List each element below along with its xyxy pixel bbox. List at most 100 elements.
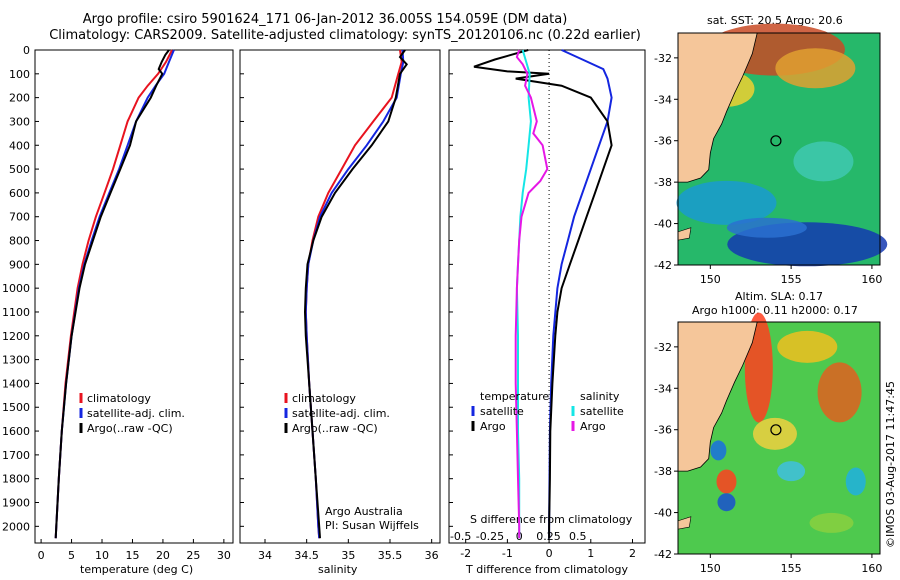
temperature-tick-label: 30: [217, 549, 231, 562]
legend-label: Argo: [580, 420, 606, 433]
sla-anomaly-patch: [717, 493, 736, 512]
legend-label: Argo(..raw -QC): [292, 422, 378, 435]
lat-tick-label: -42: [654, 548, 672, 561]
temperature-tick-label: 20: [156, 549, 170, 562]
t-diff-tick-label: 1: [587, 547, 594, 560]
depth-tick-label: 1000: [2, 282, 30, 295]
lon-tick-label: 160: [861, 562, 882, 575]
sla-map-frame: [677, 321, 881, 555]
legend-label: satellite: [580, 405, 624, 418]
series-climatology: [54, 49, 173, 539]
legend-label: satellite-adj. clim.: [87, 407, 185, 420]
panel-salinity-frame: [239, 49, 441, 544]
depth-tick-label: 1600: [2, 425, 30, 438]
t-diff-tick-label: 0: [546, 547, 553, 560]
sla-anomaly-patch: [777, 461, 806, 482]
lat-tick-label: -32: [654, 52, 672, 65]
depth-tick-label: 2000: [2, 520, 30, 533]
t-diff-tick-label: 2: [629, 547, 636, 560]
depth-tick-label: 1700: [2, 449, 30, 462]
salinity-tick-label: 35: [341, 549, 355, 562]
sla-anomaly-patch: [716, 469, 737, 494]
lat-tick-label: -36: [654, 135, 672, 148]
depth-tick-label: 1500: [2, 401, 30, 414]
lon-tick-label: 150: [700, 273, 721, 286]
legend-label: Argo: [480, 420, 506, 433]
sla-anomaly-patch: [817, 362, 862, 423]
series-s-satellite: [515, 49, 532, 539]
series-satellite-adj-clim-: [304, 49, 405, 539]
sst-map-frame: [677, 32, 881, 266]
sla-anomaly-patch: [752, 417, 797, 450]
series-argo-raw-qc-: [303, 49, 408, 539]
lat-tick-label: -38: [654, 465, 672, 478]
depth-tick-label: 900: [9, 258, 30, 271]
salinity-tick-label: 36: [425, 549, 439, 562]
lat-tick-label: -40: [654, 507, 672, 520]
lat-tick-label: -38: [654, 176, 672, 189]
legend-label: satellite: [480, 405, 524, 418]
lat-tick-label: -34: [654, 382, 672, 395]
s-diff-tick-label: -0.5: [450, 530, 471, 543]
legend-label: climatology: [87, 392, 151, 405]
sst-map: [674, 23, 888, 269]
sst-anomaly-patch: [775, 48, 856, 89]
depth-tick-label: 1900: [2, 497, 30, 510]
series-argo-raw-qc-: [54, 49, 170, 539]
land-mass: [677, 321, 758, 472]
figure-title-line2: Climatology: CARS2009. Satellite-adjuste…: [49, 28, 641, 43]
temperature-tick-label: 10: [95, 549, 109, 562]
figure-title-line1: Argo profile: csiro 5901624_171 06-Jan-2…: [82, 12, 568, 27]
sst-anomaly-patch: [793, 141, 854, 182]
legend-label: temperature: [480, 390, 549, 403]
depth-tick-label: 1800: [2, 473, 30, 486]
temperature-tick-label: 0: [38, 549, 45, 562]
sst-anomaly-patch: [676, 180, 777, 225]
depth-tick-label: 500: [9, 163, 30, 176]
depth-tick-label: 800: [9, 235, 30, 248]
salinity-tick-label: 35.5: [378, 549, 403, 562]
sla-anomaly-patch: [710, 440, 727, 461]
t-diff-xlabel: T difference from climatology: [466, 563, 628, 576]
sla-map-title: Altim. SLA: 0.17: [735, 290, 824, 303]
s-diff-tick-label: 0.5: [569, 530, 587, 543]
panel-temperature-frame: [34, 49, 234, 544]
t-diff-tick-label: -1: [502, 547, 513, 560]
depth-tick-label: 400: [9, 139, 30, 152]
legend-label: Argo(..raw -QC): [87, 422, 173, 435]
sla-map-subtitle: Argo h1000: 0.11 h2000: 0.17: [692, 304, 858, 317]
lon-tick-label: 155: [781, 562, 802, 575]
series-satellite-adj-clim-: [54, 49, 175, 539]
legend-label: climatology: [292, 392, 356, 405]
series-t-satellite: [548, 49, 613, 539]
depth-tick-label: 1100: [2, 306, 30, 319]
temperature-xlabel: temperature (deg C): [80, 563, 194, 576]
temperature-tick-label: 5: [68, 549, 75, 562]
argo-float-marker: [770, 135, 782, 147]
series-t-argo: [473, 49, 613, 539]
s-diff-xlabel: S difference from climatology: [470, 513, 633, 526]
salinity-annotation-line2: PI: Susan Wijffels: [325, 519, 419, 532]
legend-label: salinity: [580, 390, 620, 403]
lon-tick-label: 155: [781, 273, 802, 286]
s-diff-tick-label: -0.25: [476, 530, 504, 543]
sla-anomaly-patch: [809, 512, 854, 533]
depth-tick-label: 300: [9, 115, 30, 128]
depth-tick-label: 200: [9, 92, 30, 105]
salinity-annotation-line1: Argo Australia: [325, 505, 403, 518]
sla-anomaly-patch: [845, 467, 866, 496]
depth-tick-label: 100: [9, 68, 30, 81]
salinity-xlabel: salinity: [318, 563, 358, 576]
argo-float-marker: [770, 424, 782, 436]
lat-tick-label: -42: [654, 259, 672, 272]
lat-tick-label: -36: [654, 424, 672, 437]
depth-tick-label: 1200: [2, 330, 30, 343]
lat-tick-label: -32: [654, 341, 672, 354]
temperature-tick-label: 15: [125, 549, 139, 562]
depth-tick-label: 1300: [2, 354, 30, 367]
sla-anomaly-patch: [777, 330, 838, 363]
lon-tick-label: 160: [861, 273, 882, 286]
depth-tick-label: 0: [23, 44, 30, 57]
series-s-argo: [514, 49, 549, 539]
depth-tick-label: 700: [9, 211, 30, 224]
